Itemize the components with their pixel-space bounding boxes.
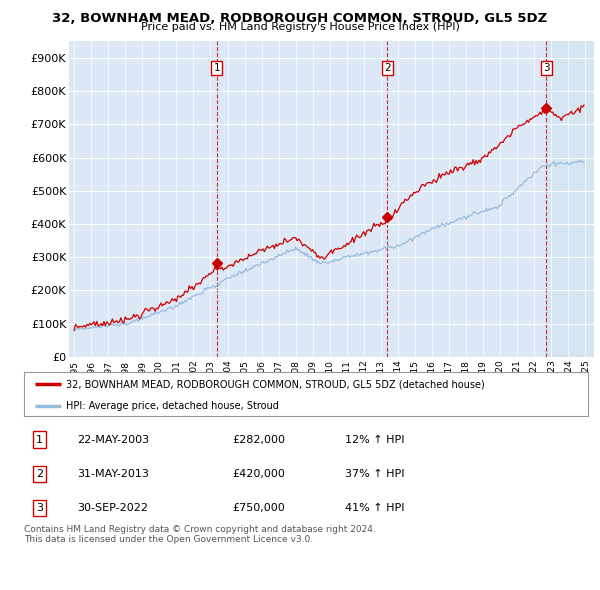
- Text: 32, BOWNHAM MEAD, RODBOROUGH COMMON, STROUD, GL5 5DZ (detached house): 32, BOWNHAM MEAD, RODBOROUGH COMMON, STR…: [66, 379, 485, 389]
- Text: 32, BOWNHAM MEAD, RODBOROUGH COMMON, STROUD, GL5 5DZ: 32, BOWNHAM MEAD, RODBOROUGH COMMON, STR…: [52, 12, 548, 25]
- Text: 12% ↑ HPI: 12% ↑ HPI: [346, 435, 405, 444]
- Text: 1: 1: [214, 63, 220, 73]
- Text: Price paid vs. HM Land Registry's House Price Index (HPI): Price paid vs. HM Land Registry's House …: [140, 22, 460, 32]
- Text: 41% ↑ HPI: 41% ↑ HPI: [346, 503, 405, 513]
- Bar: [547, 41, 594, 357]
- Text: 3: 3: [36, 503, 43, 513]
- Text: £420,000: £420,000: [233, 468, 286, 478]
- Text: £750,000: £750,000: [233, 503, 286, 513]
- Text: 3: 3: [543, 63, 550, 73]
- Text: 1: 1: [36, 435, 43, 444]
- Text: 2: 2: [36, 468, 43, 478]
- Text: 31-MAY-2013: 31-MAY-2013: [77, 468, 149, 478]
- Text: HPI: Average price, detached house, Stroud: HPI: Average price, detached house, Stro…: [66, 401, 279, 411]
- Text: £282,000: £282,000: [233, 435, 286, 444]
- Text: 37% ↑ HPI: 37% ↑ HPI: [346, 468, 405, 478]
- Text: 22-MAY-2003: 22-MAY-2003: [77, 435, 150, 444]
- Text: Contains HM Land Registry data © Crown copyright and database right 2024.
This d: Contains HM Land Registry data © Crown c…: [24, 525, 376, 545]
- Text: 30-SEP-2022: 30-SEP-2022: [77, 503, 149, 513]
- Text: 2: 2: [384, 63, 391, 73]
